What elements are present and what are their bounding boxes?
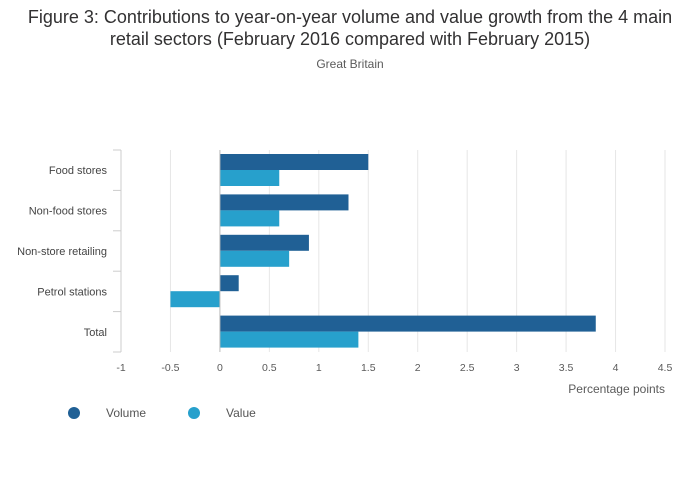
x-tick-label-9: 3.5 — [559, 362, 574, 374]
bar-value-3 — [170, 291, 220, 308]
legend-swatch-volume — [68, 407, 80, 419]
bar-value-0 — [219, 170, 280, 186]
legend-item-value[interactable]: Value — [188, 406, 256, 420]
bar-value-1 — [219, 210, 280, 227]
bar-volume-4 — [219, 315, 596, 332]
x-tick-label-5: 1.5 — [361, 362, 376, 374]
legend-swatch-value — [188, 407, 200, 419]
x-tick-label-3: 0.5 — [262, 362, 277, 374]
x-tick-label-2: 0 — [217, 362, 223, 374]
chart-subtitle: Great Britain — [316, 57, 384, 71]
bar-volume-3 — [219, 275, 239, 292]
bar-volume-0 — [219, 154, 369, 170]
x-tick-label-7: 2.5 — [460, 362, 475, 374]
x-tick-label-10: 4 — [613, 362, 619, 374]
bar-volume-2 — [219, 234, 309, 251]
bar-value-2 — [219, 250, 290, 267]
legend-label-value: Value — [226, 406, 256, 420]
x-tick-label-8: 3 — [514, 362, 520, 374]
x-axis-label: Percentage points — [568, 382, 665, 396]
legend-item-volume[interactable]: Volume — [68, 406, 146, 420]
legend-label-volume: Volume — [106, 406, 147, 420]
category-label-1: Non-food stores — [29, 206, 108, 218]
x-tick-label-11: 4.5 — [658, 362, 673, 374]
x-tick-label-0: -1 — [116, 362, 125, 374]
x-tick-label-6: 2 — [415, 362, 421, 374]
category-label-3: Petrol stations — [37, 286, 107, 298]
bar-value-4 — [219, 331, 359, 348]
category-label-4: Total — [84, 327, 107, 339]
bar-volume-1 — [219, 194, 349, 211]
chart-title: Figure 3: Contributions to year-on-year … — [27, 7, 673, 49]
x-tick-label-4: 1 — [316, 362, 322, 374]
category-label-0: Food stores — [49, 165, 108, 177]
category-label-2: Non-store retailing — [17, 246, 107, 258]
x-tick-label-1: -0.5 — [161, 362, 179, 374]
